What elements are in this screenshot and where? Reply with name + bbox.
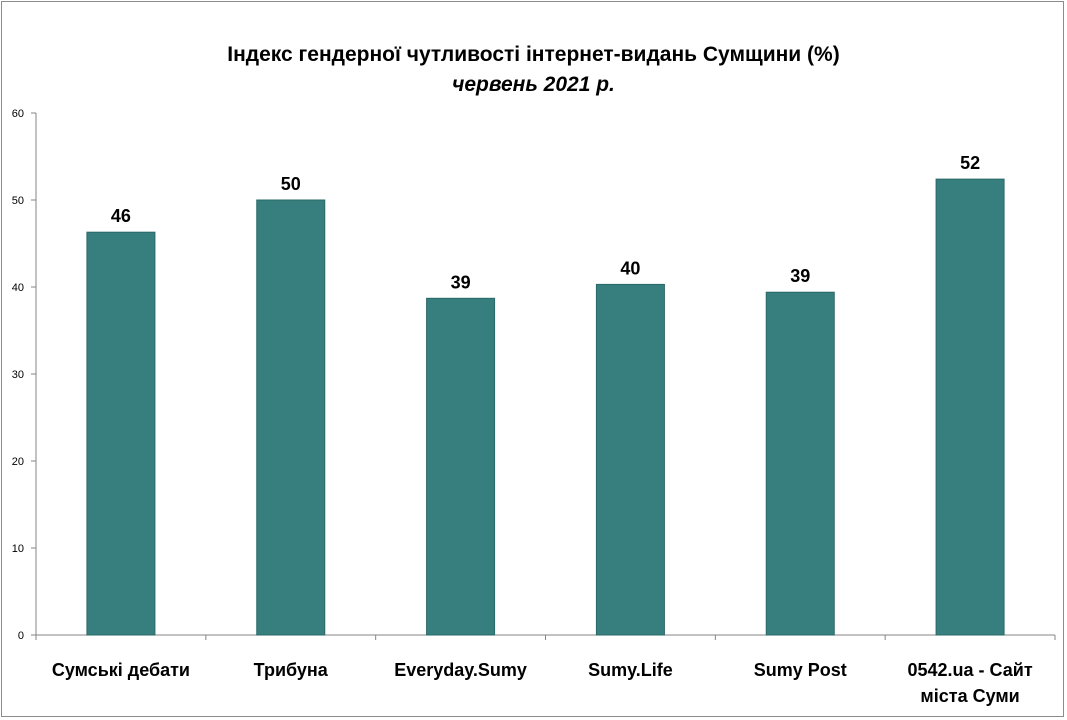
data-label: 39 (451, 272, 471, 292)
y-tick-label: 0 (18, 630, 24, 642)
y-tick-label: 40 (12, 282, 24, 294)
x-tick-label: 0542.ua - Сайт (908, 660, 1033, 680)
bar (426, 297, 496, 636)
bar (765, 291, 835, 636)
y-tick-label: 60 (12, 108, 24, 120)
y-tick-label: 20 (12, 456, 24, 468)
y-tick-label: 10 (12, 543, 24, 555)
x-tick-label: міста Суми (920, 686, 1019, 706)
bar (935, 178, 1005, 636)
data-label: 50 (281, 174, 301, 194)
chart-title: Індекс гендерної чутливості інтернет-вид… (227, 43, 840, 66)
x-tick-label: Трибуна (254, 660, 329, 680)
data-label: 52 (960, 153, 980, 173)
data-label: 40 (620, 258, 640, 278)
bar (86, 231, 156, 636)
y-tick-label: 50 (12, 195, 24, 207)
data-label: 46 (111, 206, 131, 226)
x-tick-label: Everyday.Sumy (394, 660, 527, 680)
y-tick-label: 30 (12, 369, 24, 381)
data-label: 39 (790, 266, 810, 286)
bar (595, 283, 665, 636)
x-tick-label: Sumy.Life (588, 660, 673, 680)
bar (256, 199, 326, 636)
chart-subtitle: червень 2021 р. (452, 73, 615, 96)
x-tick-label: Сумські дебати (52, 660, 190, 680)
x-tick-label: Sumy Post (754, 660, 847, 680)
